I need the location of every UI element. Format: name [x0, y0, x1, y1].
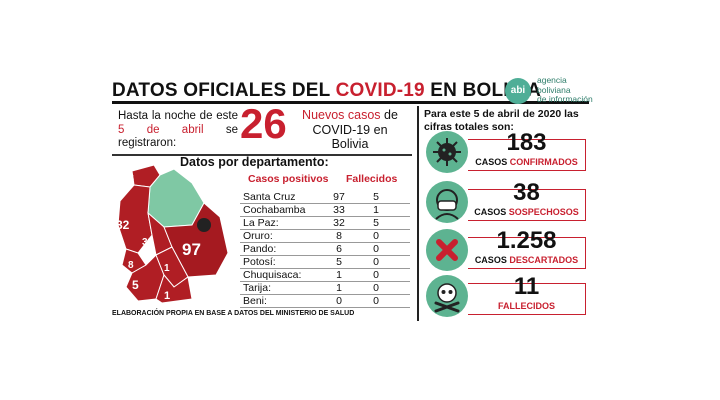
dept-name: Potosí:: [243, 256, 276, 268]
vertical-divider: [417, 106, 419, 321]
map-label-cochabamba: 33: [142, 237, 154, 248]
intro-text: Hasta la noche de este 5 de abril se reg…: [118, 110, 239, 149]
map-label-chuquisaca: 1: [164, 263, 170, 274]
dept-deaths: 5: [373, 191, 379, 203]
table-row: Oruro: 8 0: [240, 230, 410, 243]
dept-deaths: 0: [373, 295, 379, 307]
dept-name: Tarija:: [243, 282, 272, 294]
dept-name: Santa Cruz: [243, 191, 296, 203]
page-title: DATOS OFICIALES DEL COVID-19 EN BOLIVIA: [112, 80, 542, 101]
table-row: Chuquisaca: 1 0: [240, 269, 410, 282]
stat-box: 38 CASOS SOSPECHOSOS: [468, 180, 586, 221]
stat-label: CASOS CONFIRMADOS: [475, 157, 578, 167]
map-region-tarija: [155, 273, 193, 304]
dept-deaths: 0: [373, 230, 379, 242]
col-header-deaths: Fallecidos: [346, 173, 398, 185]
dept-name: Chuquisaca:: [243, 269, 302, 281]
dept-name: Pando:: [243, 243, 277, 255]
dept-positive: 6: [336, 243, 342, 255]
dept-name: Beni:: [243, 295, 267, 307]
map-label-santa-cruz: 97: [182, 240, 201, 259]
dept-deaths: 0: [373, 256, 379, 268]
divider: [112, 154, 412, 156]
stat-box: 183 CASOS CONFIRMADOS: [468, 130, 586, 171]
dept-deaths: 5: [373, 217, 379, 229]
dept-deaths: 1: [373, 204, 379, 216]
table-row: Tarija: 1 0: [240, 282, 410, 295]
map-label-oruro: 8: [128, 260, 134, 271]
mask-person-icon: [426, 181, 468, 223]
stat-deceased: 11 FALLECIDOS: [424, 274, 589, 320]
x-mark-icon: [426, 229, 468, 271]
map-virus-icon: [197, 218, 211, 232]
footer-source: ELABORACIÓN PROPIA EN BASE A DATOS DEL M…: [112, 310, 355, 317]
departments-title: Datos por departamento:: [180, 155, 329, 169]
dept-deaths: 0: [373, 243, 379, 255]
stat-label: CASOS DESCARTADOS: [474, 255, 579, 265]
table-row: Cochabamba 33 1: [240, 204, 410, 217]
map-label-la-paz: 32: [116, 218, 130, 232]
dept-positive: 5: [336, 256, 342, 268]
bolivia-map: 6 32 33 97 8 5 1 1: [116, 165, 229, 304]
dept-deaths: 0: [373, 269, 379, 281]
dept-positive: 0: [336, 295, 342, 307]
dept-positive: 8: [336, 230, 342, 242]
stat-number: 38: [513, 179, 540, 206]
map-label-tarija: 1: [164, 290, 170, 302]
dept-name: Oruro:: [243, 230, 273, 242]
table-row: Pando: 6 0: [240, 243, 410, 256]
stat-number: 183: [506, 129, 547, 156]
new-cases-label: Nuevos casos de COVID-19 en Bolivia: [302, 108, 398, 151]
stat-box: 11 FALLECIDOS: [468, 274, 586, 315]
dept-name: La Paz:: [243, 217, 279, 229]
table-row: Beni: 0 0: [240, 295, 410, 308]
stat-box: 1.258 CASOS DESCARTADOS: [468, 228, 586, 269]
abi-logo-badge: abi: [505, 78, 531, 104]
dept-positive: 97: [333, 191, 345, 203]
stat-number: 11: [513, 273, 540, 300]
map-label-pando: 6: [128, 173, 134, 185]
abi-logo-text: agencia boliviana de información: [537, 75, 593, 104]
dept-positive: 1: [336, 269, 342, 281]
dept-positive: 32: [333, 217, 345, 229]
virus-icon: [426, 131, 468, 173]
stat-suspected: 38 CASOS SOSPECHOSOS: [424, 180, 589, 226]
stat-confirmed: 183 CASOS CONFIRMADOS: [424, 130, 589, 176]
dept-name: Cochabamba: [243, 204, 306, 216]
stat-label: FALLECIDOS: [497, 301, 555, 311]
table-row: La Paz: 32 5: [240, 217, 410, 230]
skull-icon: [426, 275, 468, 317]
table-row: Santa Cruz 97 5: [240, 191, 410, 204]
stat-discarded: 1.258 CASOS DESCARTADOS: [424, 228, 589, 274]
dept-positive: 1: [336, 282, 342, 294]
totals-heading: Para este 5 de abril de 2020 las cifras …: [424, 108, 579, 133]
col-header-positive: Casos positivos: [248, 173, 329, 185]
dept-deaths: 0: [373, 282, 379, 294]
map-label-potosi: 5: [132, 278, 139, 292]
title-underline: [112, 101, 589, 104]
stat-number: 1.258: [496, 227, 557, 254]
table-row: Potosí: 5 0: [240, 256, 410, 269]
new-cases-number: 26: [240, 100, 287, 147]
dept-positive: 33: [333, 204, 345, 216]
stat-label: CASOS SOSPECHOSOS: [474, 207, 579, 217]
